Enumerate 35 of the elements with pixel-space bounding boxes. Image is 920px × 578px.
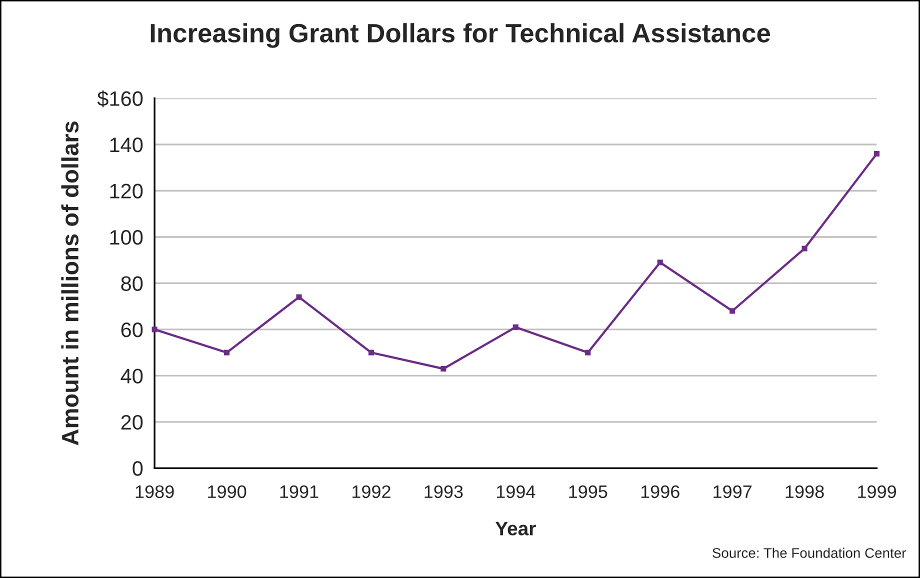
point [440,366,446,372]
point [874,150,880,157]
x-tick-label: 1997 [714,485,752,498]
point [152,326,158,332]
x-axis-title: Year [495,522,536,536]
point [585,350,591,356]
point [224,350,230,356]
y-tick-label: 100 [110,230,143,245]
point [657,260,663,266]
x-tick-label: 1998 [786,485,824,498]
point [296,294,302,300]
point [802,246,808,252]
y-tick-label: 140 [110,138,143,152]
y-tick-label: 0 [132,461,143,476]
x-tick-label: 1989 [136,485,174,498]
x-tick-label: 1995 [569,485,608,498]
x-tick-label: 1993 [424,485,463,498]
x-tick-label: 1996 [641,485,680,498]
x-tick-label: 1991 [280,485,318,498]
y-tick-label: 20 [121,414,143,430]
point [368,350,374,356]
y-tick-label: $160 [97,90,143,108]
y-tick-label: 80 [121,276,143,291]
source-note: Source: The Foundation Center [712,548,906,558]
point [512,324,518,330]
x-tick-label: 1994 [496,485,536,498]
y-tick-label: 40 [120,368,143,384]
y-tick-label: 120 [110,184,143,198]
x-tick-label: 1990 [208,485,246,498]
y-axis-title: Amount in millions of dollars [61,122,79,446]
x-tick-label: 1992 [352,485,390,498]
chart-title: Increasing Grant Dollars for Technical Assistance [150,23,770,48]
x-tick-label: 1999 [858,485,896,498]
y-tick-label: 60 [121,322,143,338]
point [730,308,736,314]
